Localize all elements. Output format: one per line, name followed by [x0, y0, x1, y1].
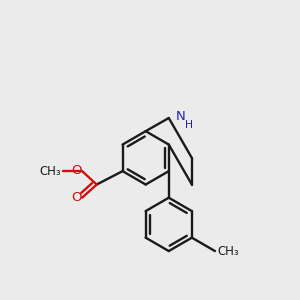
Text: CH₃: CH₃: [40, 165, 61, 178]
Text: N: N: [176, 110, 185, 123]
Text: O: O: [71, 164, 81, 177]
Text: CH₃: CH₃: [218, 244, 239, 258]
Text: O: O: [71, 190, 81, 203]
Text: H: H: [185, 120, 193, 130]
